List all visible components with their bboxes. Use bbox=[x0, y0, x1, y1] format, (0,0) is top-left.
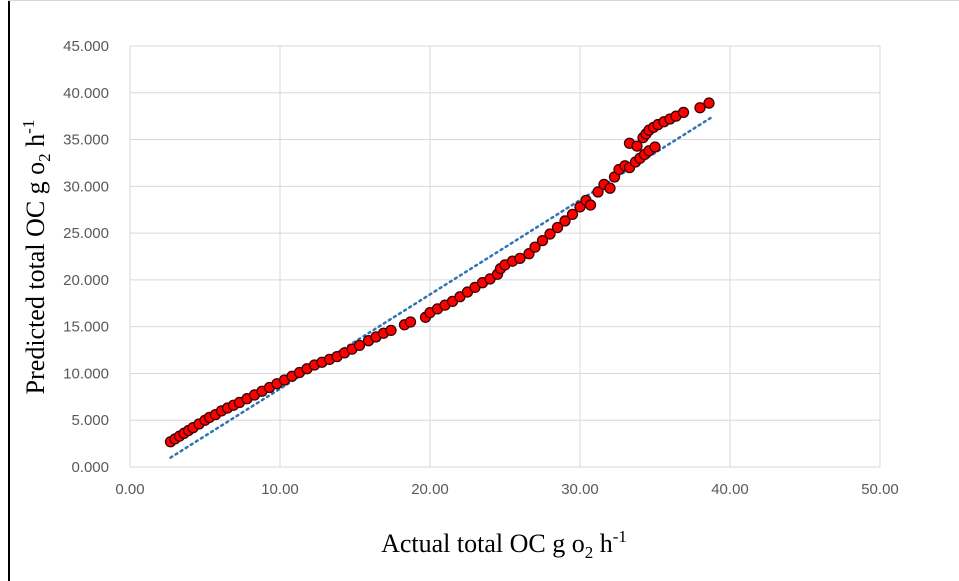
data-point bbox=[631, 140, 643, 152]
x-axis-title-sup: -1 bbox=[613, 527, 627, 546]
data-point bbox=[404, 316, 417, 328]
data-point bbox=[385, 324, 397, 337]
y-tick-label: 30.000 bbox=[63, 178, 109, 195]
y-axis-title-base: Predicted total OC g o bbox=[21, 162, 50, 395]
data-point bbox=[649, 141, 661, 153]
data-points bbox=[164, 97, 715, 448]
x-tick-label: 20.00 bbox=[411, 481, 449, 498]
y-tick-label: 0.000 bbox=[71, 459, 109, 476]
data-point bbox=[529, 241, 541, 253]
x-tick-label: 10.00 bbox=[261, 481, 299, 498]
data-point bbox=[592, 186, 604, 198]
y-axis-title: Predicted total OC g o2 h-1 bbox=[19, 120, 54, 395]
data-point bbox=[544, 228, 556, 240]
data-point bbox=[566, 208, 579, 221]
data-point bbox=[677, 106, 690, 119]
y-axis-title-sup: -1 bbox=[19, 120, 38, 134]
data-point bbox=[604, 182, 616, 194]
frame-top-border bbox=[8, 0, 959, 1]
y-tick-label: 20.000 bbox=[63, 272, 109, 289]
x-axis-title-sub: 2 bbox=[585, 543, 594, 562]
data-point bbox=[559, 215, 571, 227]
y-axis-title-sub: 2 bbox=[35, 153, 54, 162]
data-point bbox=[536, 234, 549, 247]
data-point bbox=[584, 199, 597, 211]
data-point bbox=[353, 339, 366, 352]
data-point bbox=[703, 97, 715, 109]
x-tick-label: 30.00 bbox=[561, 481, 599, 498]
y-tick-label: 5.000 bbox=[71, 412, 109, 429]
tick-labels: 0.00 10.00 20.00 30.00 40.00 50.00 0.000 5.000 1… bbox=[63, 38, 899, 498]
y-tick-label: 40.000 bbox=[63, 85, 109, 102]
y-tick-label: 25.000 bbox=[63, 225, 109, 242]
x-tick-label: 40.00 bbox=[711, 481, 749, 498]
x-tick-label: 0.00 bbox=[115, 481, 144, 498]
x-axis-title-base: Actual total OC g o bbox=[381, 529, 585, 558]
y-tick-label: 45.000 bbox=[63, 38, 109, 55]
y-tick-label: 15.000 bbox=[63, 319, 109, 336]
y-axis-title-mid: h bbox=[21, 134, 50, 154]
y-tick-label: 35.000 bbox=[63, 132, 109, 149]
gridlines bbox=[129, 45, 881, 468]
linear-trendline bbox=[169, 116, 712, 459]
trendline-layer bbox=[169, 116, 712, 459]
frame-left-border bbox=[8, 0, 10, 581]
data-point bbox=[551, 221, 564, 234]
x-tick-label: 50.00 bbox=[861, 481, 899, 498]
y-tick-label: 10.000 bbox=[63, 365, 109, 382]
x-axis-title: Actual total OC g o2 h-1 bbox=[381, 527, 627, 562]
x-axis-title-mid: h bbox=[593, 529, 613, 558]
data-point bbox=[694, 102, 706, 114]
data-point bbox=[514, 252, 526, 265]
